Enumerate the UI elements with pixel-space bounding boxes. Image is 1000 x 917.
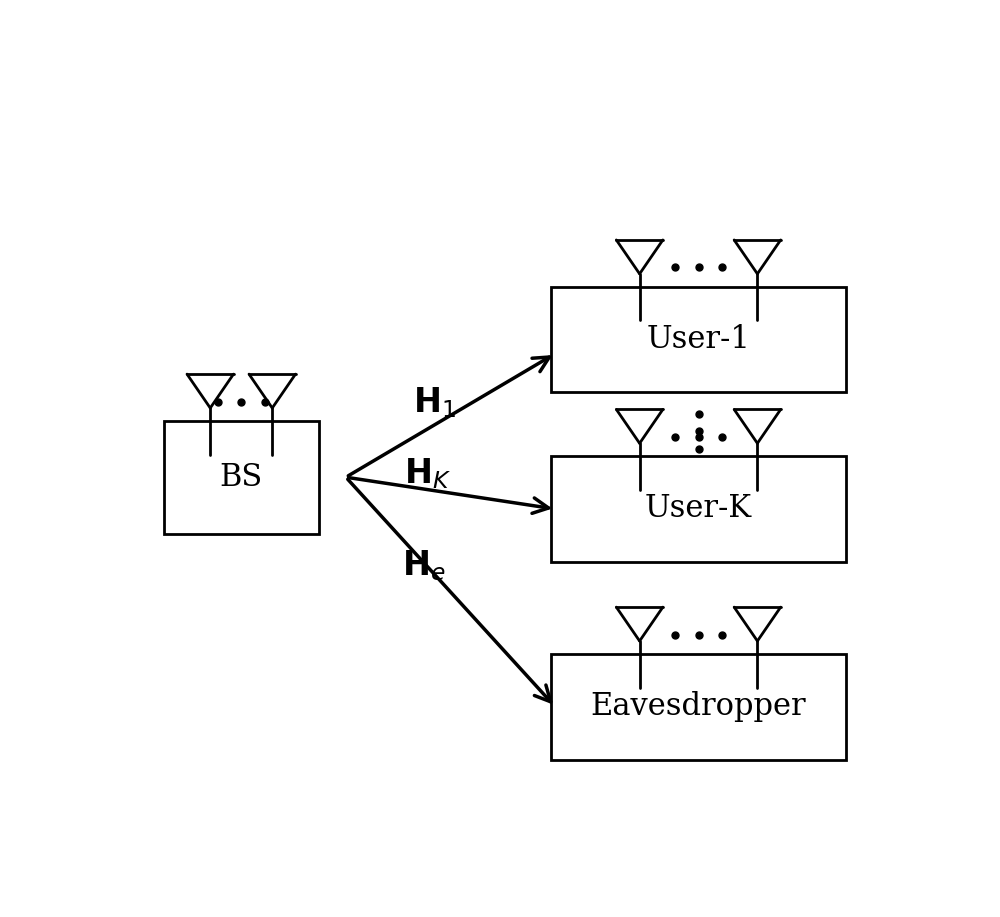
Bar (551, 654, 846, 759)
Text: BS: BS (220, 461, 263, 492)
Bar (551, 456, 846, 562)
Text: Eavesdropper: Eavesdropper (591, 691, 806, 723)
Bar (551, 286, 846, 392)
Text: $\mathbf{H}_K$: $\mathbf{H}_K$ (404, 457, 451, 491)
Text: User-K: User-K (645, 493, 752, 525)
Text: $\mathbf{H}_e$: $\mathbf{H}_e$ (402, 548, 445, 583)
Text: User-1: User-1 (647, 324, 750, 355)
Bar (164, 421, 319, 534)
Text: $\mathbf{H}_1$: $\mathbf{H}_1$ (413, 386, 457, 420)
